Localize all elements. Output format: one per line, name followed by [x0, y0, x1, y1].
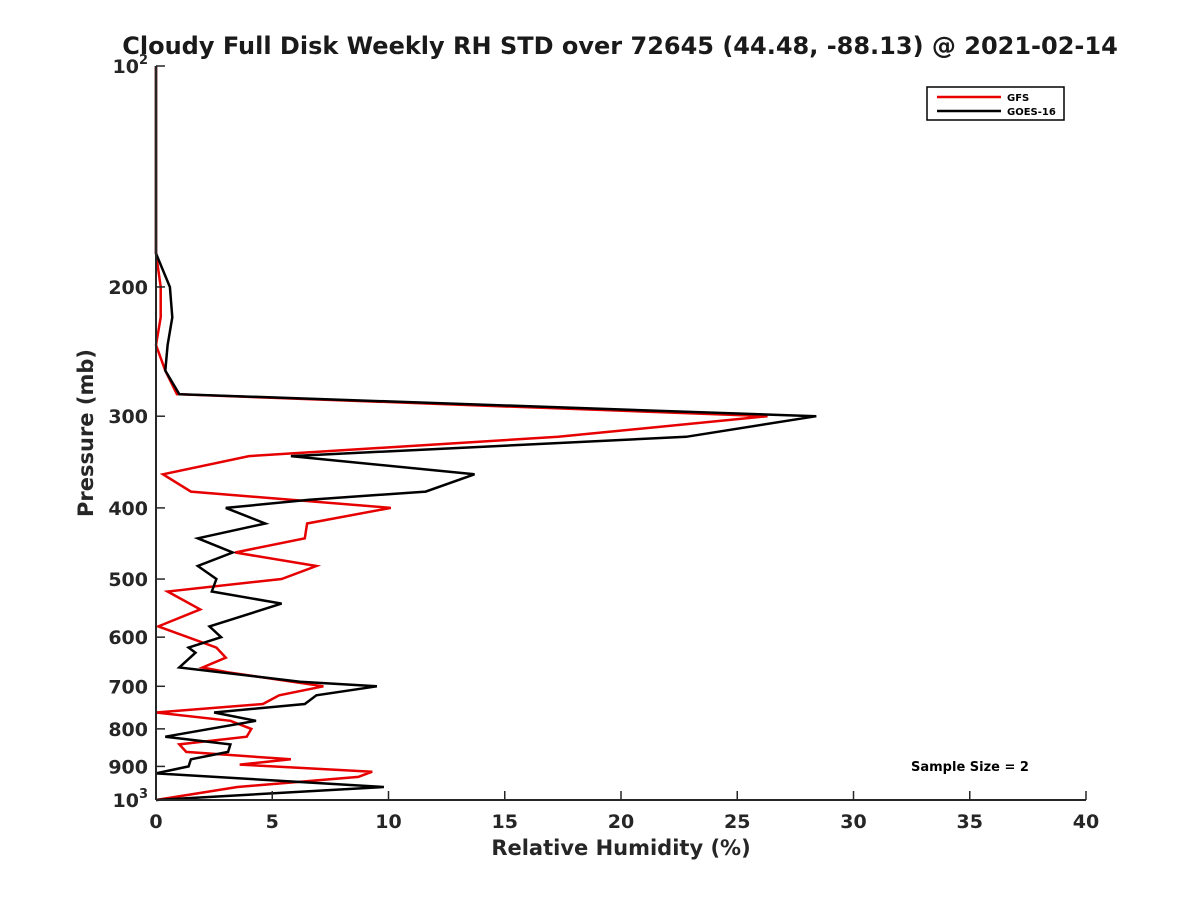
y-tick-label: 800 [108, 719, 148, 741]
x-tick-label: 25 [724, 811, 750, 833]
legend-label-goes16: GOES-16 [1007, 107, 1056, 118]
x-tick-label: 5 [266, 811, 279, 833]
series-layer [154, 66, 817, 802]
y-axis-label: Pressure (mb) [74, 349, 98, 517]
x-tick-label: 35 [957, 811, 983, 833]
x-tick-label: 20 [608, 811, 634, 833]
series-line-gfs [154, 66, 768, 802]
y-tick-label: 700 [108, 676, 148, 698]
y-tick-label: 900 [108, 756, 148, 778]
y-tick-label: 500 [108, 569, 148, 591]
y-tick-label: 103 [113, 787, 149, 812]
x-axis-label: Relative Humidity (%) [491, 836, 750, 860]
x-ticks: 0 5 10 15 20 25 30 35 40 [149, 791, 1099, 833]
x-tick-label: 10 [375, 811, 401, 833]
legend-label-gfs: GFS [1007, 93, 1029, 104]
sample-size-annotation: Sample Size = 2 [911, 760, 1029, 775]
y-tick-label: 300 [108, 406, 148, 428]
x-tick-label: 0 [149, 811, 162, 833]
series-line-goes-16 [154, 66, 817, 802]
x-tick-label: 15 [492, 811, 518, 833]
y-ticks: 102 200 300 400 500 600 700 800 900 103 [108, 53, 165, 812]
y-tick-label: 600 [108, 627, 148, 649]
x-tick-label: 30 [840, 811, 866, 833]
legend-box [926, 86, 1065, 121]
y-tick-label: 102 [113, 53, 149, 78]
y-tick-label: 200 [108, 277, 148, 299]
x-tick-label: 40 [1073, 811, 1099, 833]
y-tick-label: 400 [108, 498, 148, 520]
legend: GFS GOES-16 [926, 86, 1065, 121]
chart-title: Cloudy Full Disk Weekly RH STD over 7264… [122, 32, 1118, 60]
